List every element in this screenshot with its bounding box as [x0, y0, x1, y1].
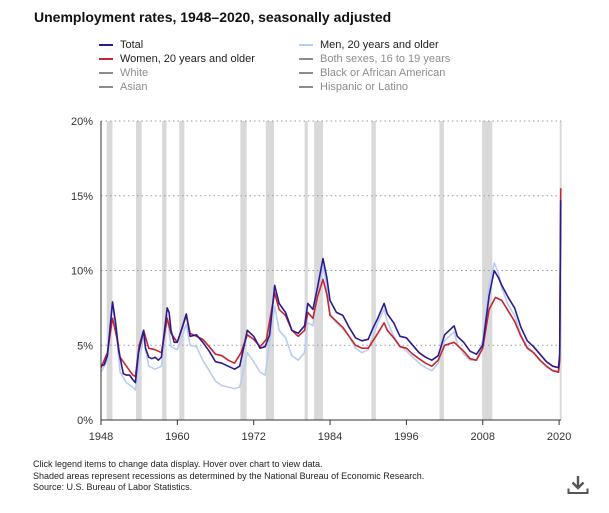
legend: Total Men, 20 years and older Women, 20 … — [99, 38, 539, 94]
recession-band — [106, 121, 113, 420]
legend-swatch — [299, 44, 313, 46]
download-icon-glyph — [567, 476, 589, 494]
legend-item-white[interactable]: White — [99, 66, 299, 80]
legend-label: Black or African American — [320, 67, 446, 79]
chart-notes: Click legend items to change data displa… — [33, 459, 424, 494]
legend-item-hispanic[interactable]: Hispanic or Latino — [299, 80, 499, 94]
series-line-total — [100, 200, 562, 384]
y-tick-label: 15% — [71, 191, 93, 203]
download-icon[interactable] — [567, 475, 589, 495]
x-tick-label: 2020 — [547, 431, 571, 443]
legend-item-both-sexes-16-19[interactable]: Both sexes, 16 to 19 years — [299, 52, 499, 66]
legend-label: Total — [120, 39, 144, 51]
series-line-women-20-years-and-older — [100, 188, 562, 378]
legend-label: Hispanic or Latino — [320, 81, 409, 93]
legend-item-black[interactable]: Black or African American — [299, 66, 499, 80]
recession-band — [240, 121, 247, 420]
legend-swatch — [99, 86, 113, 88]
x-tick-label: 1960 — [165, 431, 189, 443]
y-tick-label: 0% — [77, 415, 93, 427]
x-tick-label: 2008 — [471, 431, 495, 443]
note-recessions: Shaded areas represent recessions as det… — [33, 470, 425, 481]
y-tick-label: 20% — [71, 116, 93, 128]
legend-item-asian[interactable]: Asian — [99, 80, 299, 94]
note-instructions: Click legend items to change data displa… — [33, 459, 323, 469]
axes: 0% 5% 10% 15% 20% 1948 1960 1972 1984 1996 2008 202… — [71, 116, 571, 443]
line-chart[interactable]: 0% 5% 10% 15% 20% 1948 1960 1972 1984 1996 2008 202… — [0, 0, 609, 455]
x-tick-label: 1948 — [89, 431, 113, 443]
recession-band — [135, 121, 142, 420]
recession-band — [439, 121, 444, 420]
legend-label: Asian — [120, 81, 148, 93]
recession-band — [265, 121, 275, 420]
legend-label: Men, 20 years and older — [320, 39, 439, 51]
legend-label: Women, 20 years and older — [120, 53, 255, 65]
series-line-men-20-years-and-older — [100, 225, 562, 391]
recession-band — [482, 121, 493, 420]
y-tick-label: 10% — [71, 266, 93, 278]
note-source: Source: U.S. Bureau of Labor Statistics. — [33, 482, 193, 492]
legend-item-men-20-plus[interactable]: Men, 20 years and older — [299, 38, 499, 52]
legend-item-women-20-plus[interactable]: Women, 20 years and older — [99, 52, 299, 66]
legend-swatch — [99, 58, 113, 60]
legend-swatch — [299, 86, 313, 88]
legend-swatch — [299, 58, 313, 60]
recession-band — [179, 121, 185, 420]
legend-swatch — [299, 72, 313, 74]
x-tick-label: 1972 — [241, 431, 265, 443]
x-tick-label: 1984 — [318, 431, 342, 443]
legend-swatch — [99, 72, 113, 74]
chart-title: Unemployment rates, 1948–2020, seasonall… — [34, 9, 392, 25]
series-lines — [100, 188, 562, 391]
y-tick-label: 5% — [77, 340, 93, 352]
legend-label: Both sexes, 16 to 19 years — [320, 53, 451, 65]
legend-swatch — [99, 44, 113, 46]
recession-band — [314, 121, 324, 420]
x-tick-label: 1996 — [394, 431, 418, 443]
gridlines — [101, 120, 561, 346]
legend-item-total[interactable]: Total — [99, 38, 299, 52]
legend-label: White — [120, 67, 149, 79]
recession-band — [304, 121, 308, 420]
recession-band — [371, 121, 376, 420]
